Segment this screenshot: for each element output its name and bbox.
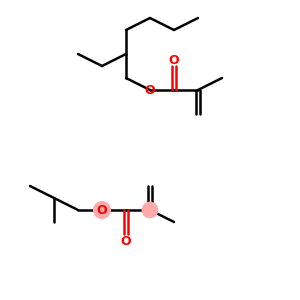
- Text: O: O: [97, 203, 107, 217]
- Circle shape: [93, 201, 111, 219]
- Circle shape: [142, 202, 158, 218]
- Text: O: O: [145, 83, 155, 97]
- Text: O: O: [169, 53, 179, 67]
- Text: O: O: [121, 235, 131, 248]
